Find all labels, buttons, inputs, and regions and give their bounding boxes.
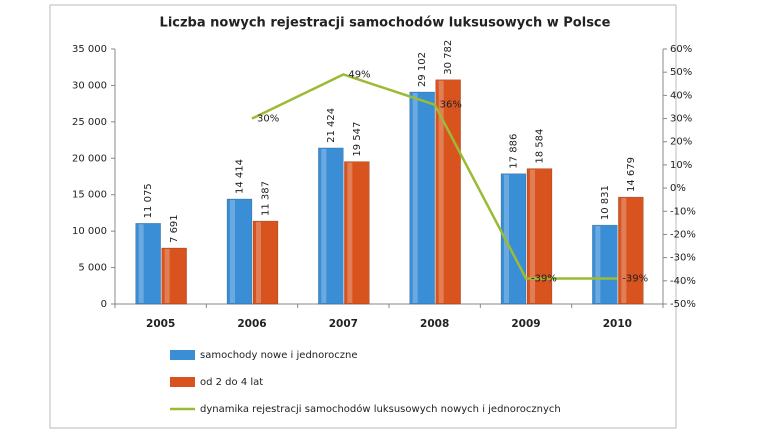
legend-swatch [170,350,195,360]
bar-highlight [595,226,601,303]
chart-title: Liczba nowych rejestracji samochodów luk… [160,16,611,31]
x-tick-label: 2005 [146,318,175,330]
data-label: 7 691 [169,214,180,243]
x-tick-label: 2007 [329,318,358,330]
data-label: 29 102 [417,52,428,87]
x-tick-label: 2010 [603,318,632,330]
data-label: 19 547 [352,122,363,157]
y2-tick-label: 10% [670,160,692,171]
bar [526,168,553,305]
bar-highlight [347,162,353,303]
legend-swatch [170,377,195,387]
y2-tick-label: -20% [670,229,696,240]
bar-highlight [164,248,170,303]
y2-tick-label: 0% [670,183,686,194]
data-label: 30% [257,114,279,125]
legend-label: od 2 do 4 lat [200,377,263,388]
x-tick-label: 2006 [237,318,266,330]
bar [344,161,370,305]
x-tick-label: 2008 [420,318,449,330]
line [251,73,618,280]
data-label: 10 831 [600,185,611,220]
y2-tick-label: 30% [670,114,692,125]
data-label: 11 387 [261,181,272,216]
data-label: 18 584 [535,129,546,164]
bar-highlight [138,224,144,303]
y2-tick-label: -30% [670,253,696,264]
bar [135,223,161,305]
y-tick-label: 15 000 [72,190,107,201]
y2-tick-label: -50% [670,299,696,310]
data-label: -39% [622,274,648,285]
y-tick-label: 10 000 [72,226,107,237]
data-label: -39% [531,274,557,285]
bar-highlight [621,198,627,303]
y2-tick-label: -40% [670,276,696,287]
bar [409,91,435,305]
bar-highlight [256,222,261,303]
y-tick-label: 0 [101,299,107,310]
data-label: 17 886 [509,134,520,169]
legend-label: samochody nowe i jednoroczne [200,350,358,361]
x-tick-label: 2009 [511,318,540,330]
bar [161,247,187,305]
y-tick-label: 35 000 [72,44,107,55]
bar-highlight [530,169,535,303]
y2-tick-label: 40% [670,90,692,101]
y2-tick-label: 60% [670,44,692,55]
y2-tick-label: -10% [670,206,696,217]
bar [252,220,279,305]
data-label: 36% [440,100,462,111]
bar [618,196,644,305]
data-label: 14 679 [626,157,637,192]
data-label: 14 414 [235,159,246,194]
data-label: 11 075 [143,183,154,218]
y2-tick-label: 20% [670,137,692,148]
bar [318,147,344,305]
data-label: 49% [348,70,370,81]
bar [226,198,253,305]
bar-highlight [321,148,327,303]
bar [592,224,618,305]
legend-label: dynamika rejestracji samochodów luksusow… [200,403,561,415]
y2-tick-label: 50% [670,67,692,78]
y-tick-label: 5 000 [78,263,107,274]
bar-highlight [438,80,444,303]
data-label: 21 424 [326,108,337,143]
y-tick-label: 30 000 [72,80,107,91]
y-tick-label: 25 000 [72,117,107,128]
data-label: 30 782 [443,40,454,75]
bar-highlight [412,92,418,303]
bar-highlight [230,199,235,303]
y-tick-label: 20 000 [72,153,107,164]
